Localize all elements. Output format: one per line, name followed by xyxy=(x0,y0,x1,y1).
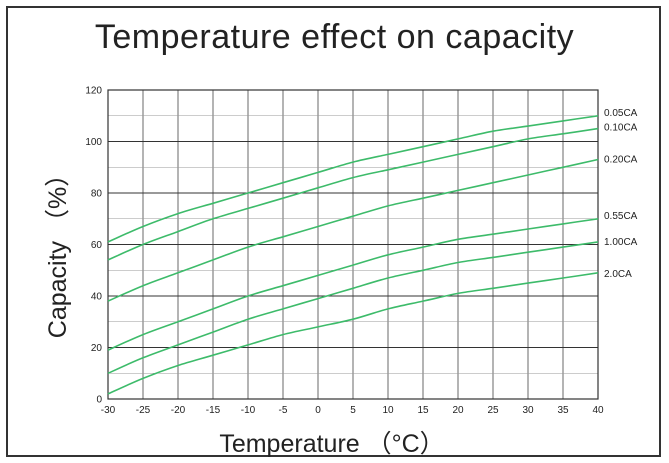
chart-title: Temperature effect on capacity xyxy=(94,18,575,56)
x-tick-label: 20 xyxy=(452,405,464,416)
series-label-0: 0.05CA xyxy=(604,108,638,119)
plot-border xyxy=(107,89,599,400)
x-tick-label: -20 xyxy=(171,405,186,416)
tick-labels-layer: -30 -25 -20 -15 -10 -5 0 5 10 15 20 25 30 35 40 0 20 40 60… xyxy=(85,86,604,417)
y-tick-label: 20 xyxy=(91,343,103,354)
series-line-5 xyxy=(107,272,599,395)
x-tick-label: 10 xyxy=(382,405,394,416)
series-line-0 xyxy=(107,115,599,243)
series-line-1 xyxy=(107,127,599,261)
series-label-2: 0.20CA xyxy=(604,155,638,166)
series-line-3 xyxy=(107,218,599,351)
y-tick-label: 0 xyxy=(96,395,102,406)
x-tick-label: -5 xyxy=(279,405,288,416)
x-axis-title: Temperature （°C） xyxy=(219,430,444,458)
y-axis-title: Capacity （%） xyxy=(44,162,72,338)
x-tick-label: 15 xyxy=(417,405,429,416)
series-line-4 xyxy=(107,241,599,375)
y-tick-label: 80 xyxy=(91,189,103,200)
series-labels-layer: 0.05CA 0.10CA 0.20CA 0.55CA 1.00CA 2.0CA xyxy=(604,108,638,280)
x-tick-label: 0 xyxy=(315,405,321,416)
y-tick-label: 60 xyxy=(91,240,103,251)
series-label-5: 2.0CA xyxy=(604,269,632,280)
x-tick-label: -15 xyxy=(206,405,221,416)
series-lines-layer xyxy=(107,115,599,395)
x-tick-label: 35 xyxy=(557,405,569,416)
x-tick-label: 25 xyxy=(487,405,499,416)
grid-layer xyxy=(107,89,599,400)
x-tick-label: 5 xyxy=(350,405,356,416)
series-line-2 xyxy=(107,158,599,302)
series-label-4: 1.00CA xyxy=(604,237,638,248)
x-tick-label: -10 xyxy=(241,405,256,416)
x-tick-label: 40 xyxy=(592,405,604,416)
series-label-1: 0.10CA xyxy=(604,123,638,134)
y-tick-label: 100 xyxy=(85,137,102,148)
series-label-3: 0.55CA xyxy=(604,211,638,222)
x-tick-label: -30 xyxy=(101,405,116,416)
x-tick-label: 30 xyxy=(522,405,534,416)
y-tick-label: 40 xyxy=(91,292,103,303)
y-tick-label: 120 xyxy=(85,86,102,97)
x-tick-label: -25 xyxy=(136,405,151,416)
